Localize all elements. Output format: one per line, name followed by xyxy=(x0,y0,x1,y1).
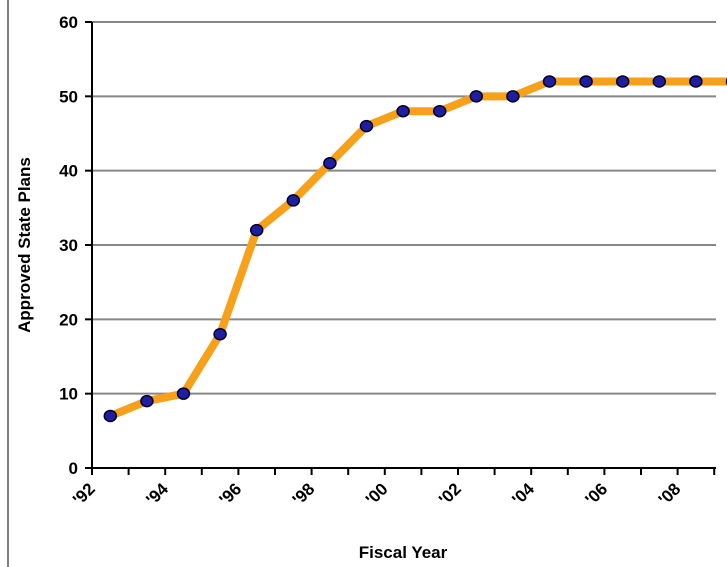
x-tick-label: '02 xyxy=(435,479,465,509)
y-tick-label: 40 xyxy=(59,162,78,181)
x-tick-labels: '92'94'96'98'00'02'04'06'081012 xyxy=(69,479,685,509)
y-tick-label: 50 xyxy=(59,87,78,106)
data-point-'97 xyxy=(286,194,301,207)
y-tick-label: 0 xyxy=(69,459,78,478)
x-tick-label: '00 xyxy=(362,479,392,509)
axes xyxy=(85,21,716,475)
y-tick-labels: 0 10 20 30 40 50 60 xyxy=(59,13,78,478)
data-point-'07 xyxy=(652,75,667,88)
left-border xyxy=(7,0,9,567)
data-point-'03 xyxy=(506,90,520,103)
data-point-'04 xyxy=(542,75,557,88)
x-tick-label: '98 xyxy=(289,479,319,509)
series-layer xyxy=(103,75,727,423)
y-tick-label: 20 xyxy=(59,310,78,329)
data-point-'92 xyxy=(103,409,118,423)
y-axis-title: Approved State Plans xyxy=(15,157,34,333)
data-point-'08 xyxy=(689,75,703,88)
x-tick-label: '92 xyxy=(69,479,99,509)
y-tick-label: 30 xyxy=(59,236,78,255)
data-point-'06 xyxy=(615,75,630,88)
x-tick-label: '96 xyxy=(216,479,246,509)
x-tick-label: '94 xyxy=(142,479,172,509)
y-tick-label: 10 xyxy=(59,385,78,404)
x-tick-label: '04 xyxy=(508,479,538,509)
gridlines xyxy=(92,21,716,395)
data-point-'05 xyxy=(579,75,593,88)
x-tick-label: '08 xyxy=(655,479,685,509)
x-tick-label: '06 xyxy=(582,479,612,509)
data-point-'93 xyxy=(140,394,154,408)
data-point-'94 xyxy=(176,387,191,400)
data-point-'02 xyxy=(469,90,484,103)
data-point-'98 xyxy=(323,156,337,170)
data-point-'99 xyxy=(359,119,374,133)
data-point-'96 xyxy=(249,223,264,237)
x-axis-title: Fiscal Year xyxy=(359,543,448,562)
data-point-'95 xyxy=(213,327,227,341)
y-tick-label: 60 xyxy=(59,13,78,32)
data-point-'01 xyxy=(432,104,447,118)
data-point-'00 xyxy=(396,104,410,118)
